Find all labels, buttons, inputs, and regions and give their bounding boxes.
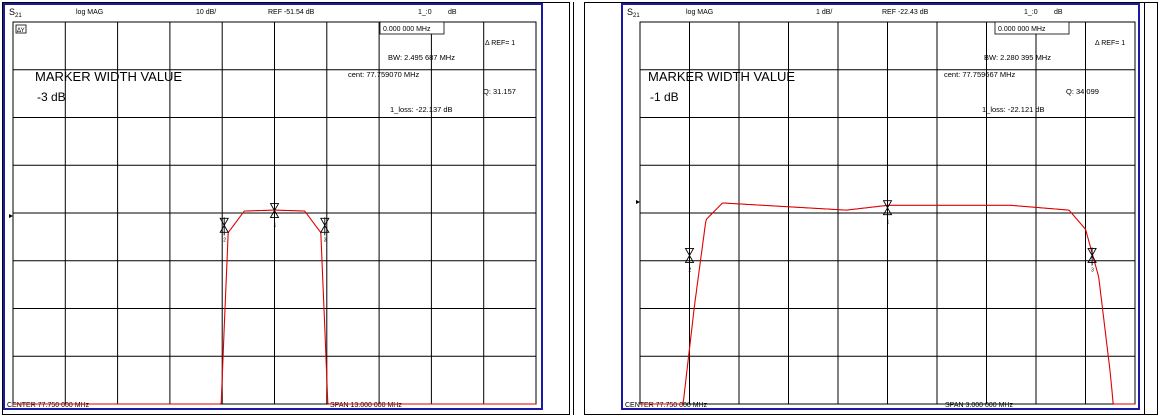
- span-label: SPAN 3.000 000 MHz: [945, 402, 1013, 409]
- scale-label: 10 dB/: [196, 9, 216, 16]
- param-name: S21: [9, 7, 22, 19]
- overlay-title: MARKER WIDTH VALUE: [35, 69, 182, 84]
- span-label: SPAN 13.000 000 MHz: [330, 402, 402, 409]
- format-label: log MAG: [686, 9, 713, 16]
- marker-frequency-readout: 0.000 000 MHz: [998, 26, 1046, 33]
- center-frequency-label: CENTER 77.750 000 MHz: [625, 402, 708, 409]
- reference-position-tick: [636, 200, 640, 204]
- q-factor-readout: Q: 31.157: [483, 87, 516, 96]
- insertion-loss-readout: 1_loss: -22.121 dB: [982, 105, 1045, 114]
- scale-label: 1 dB/: [816, 9, 832, 16]
- right-edge-divider: [1144, 2, 1145, 415]
- corner-badge-box: [15, 24, 27, 34]
- marker-header-unit: dB: [1054, 9, 1063, 16]
- marker-label: 3: [324, 237, 327, 243]
- delta-reference-readout: Δ REF= 1: [1095, 40, 1125, 47]
- overlay-value: -3 dB: [37, 90, 66, 104]
- marker-frequency-readout: 0.000 000 MHz: [383, 26, 431, 33]
- overlay-value: -1 dB: [650, 90, 679, 104]
- insertion-loss-readout: 1_loss: -22.137 dB: [390, 105, 453, 114]
- param-subscript: 21: [633, 13, 640, 19]
- param-name: S21: [627, 7, 640, 19]
- delta-reference-readout: Δ REF= 1: [485, 40, 515, 47]
- reference-label: REF -22.43 dB: [882, 9, 929, 16]
- corner-badge: ΔΥ: [17, 28, 25, 34]
- marker-header: 1_:0: [418, 9, 432, 16]
- format-label: log MAG: [76, 9, 103, 16]
- bandwidth-readout: BW: 2.495 687 MHz: [388, 53, 455, 62]
- center-readout: cent: 77.759070 MHz: [348, 70, 420, 79]
- marker-header-unit: dB: [448, 9, 457, 16]
- center-readout: cent: 77.759667 MHz: [944, 70, 1016, 79]
- marker-label: 1: [274, 223, 277, 229]
- marker-frequency-box: [994, 21, 1070, 35]
- reference-position-tick: [9, 214, 13, 218]
- marker-label: 3: [1091, 267, 1094, 273]
- marker-label: 1: [887, 220, 890, 226]
- marker-label: 2: [223, 237, 226, 243]
- marker-frequency-box: [379, 21, 445, 35]
- figure-divider: [573, 2, 574, 415]
- marker-label: 2: [689, 267, 692, 273]
- marker-header: 1_:0: [1024, 9, 1038, 16]
- overlay-title: MARKER WIDTH VALUE: [648, 69, 795, 84]
- q-factor-readout: Q: 34.099: [1066, 87, 1099, 96]
- param-subscript: 21: [15, 13, 22, 19]
- bandwidth-readout: BW: 2.280 395 MHz: [984, 53, 1051, 62]
- reference-label: REF -51.54 dB: [268, 9, 315, 16]
- center-frequency-label: CENTER 77.750 000 MHz: [7, 402, 90, 409]
- left-analyzer-panel: [3, 3, 543, 410]
